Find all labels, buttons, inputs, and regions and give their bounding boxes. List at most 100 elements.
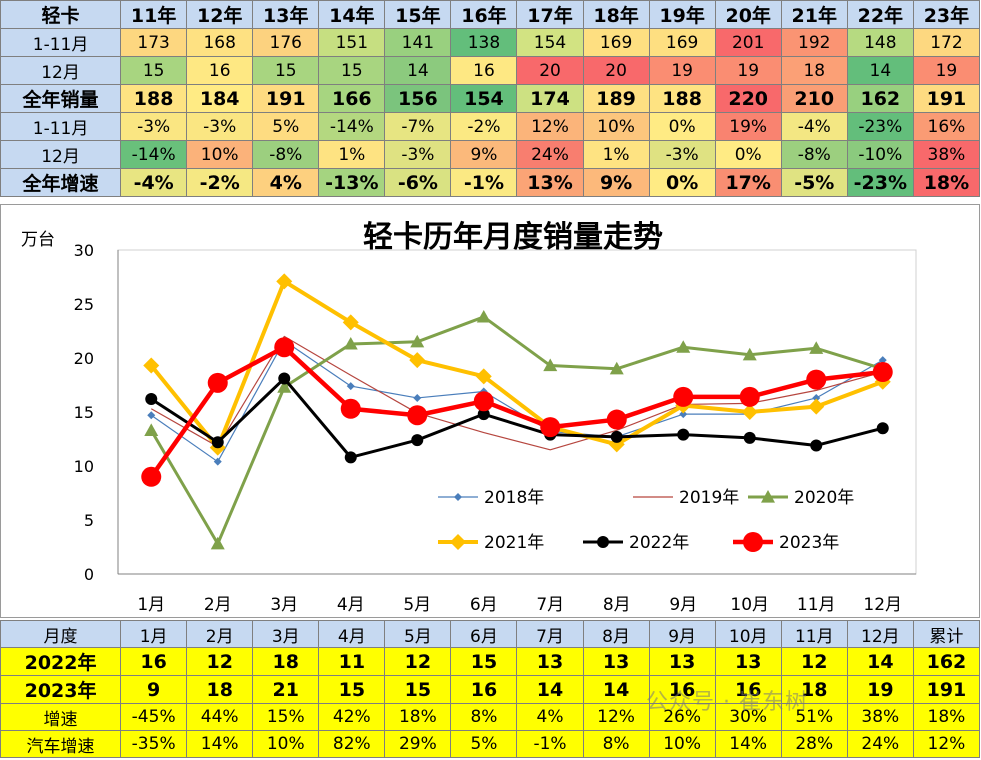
- table-cell: 14: [384, 56, 452, 85]
- y-tick-label: 0: [84, 565, 94, 584]
- table-cell: 169: [582, 28, 650, 57]
- table-row: 全年增速 -4% -2% 4% -13% -6% -1% 13% 9% 0% 17% -5% -23% 1…: [0, 168, 981, 197]
- series-line: [149, 315, 884, 546]
- table-cell: 19: [714, 56, 782, 85]
- data-point: [210, 536, 225, 550]
- data-point: [476, 309, 491, 323]
- row-label: 1-11月: [0, 28, 122, 57]
- x-tick-label: 2月: [204, 595, 232, 615]
- table-cell: 191: [912, 675, 981, 704]
- legend-label: 2023年: [779, 533, 839, 553]
- table-cell: -2%: [450, 112, 518, 141]
- table-cell: 162: [846, 84, 914, 113]
- table-cell: 154: [516, 28, 584, 57]
- table-cell: 18%: [384, 703, 452, 731]
- data-point: [543, 358, 558, 372]
- table-corner-label: 月度: [0, 620, 122, 648]
- month-header: 7月: [516, 620, 584, 648]
- x-tick-label: 7月: [536, 595, 564, 615]
- month-header: 10月: [714, 620, 782, 648]
- data-point: [610, 430, 623, 443]
- table-cell: 156: [384, 84, 452, 113]
- legend-item: 2023年: [733, 532, 839, 553]
- table-cell: 16: [120, 647, 188, 676]
- table-cell: 18: [780, 56, 848, 85]
- x-tick-label: 4月: [337, 595, 365, 615]
- month-header: 1月: [120, 620, 188, 648]
- table-cell: 188: [120, 84, 188, 113]
- table-cell: -10%: [846, 140, 914, 169]
- table-cell: -3%: [120, 112, 188, 141]
- row-label: 1-11月: [0, 112, 122, 141]
- table-cell: 15: [318, 675, 386, 704]
- data-point: [147, 411, 156, 420]
- table-cell: 16: [714, 675, 782, 704]
- data-point: [409, 352, 426, 369]
- table-cell: 28%: [780, 730, 848, 758]
- series-2020年: [144, 309, 890, 550]
- table-cell: 188: [648, 84, 716, 113]
- watermark-text: 公众号 · 崔东树: [646, 690, 808, 715]
- table-cell: 138: [450, 28, 518, 57]
- table-cell: 18: [186, 675, 254, 704]
- table-cell: 18: [252, 647, 320, 676]
- x-tick-label: 9月: [669, 595, 697, 615]
- data-point: [410, 334, 425, 348]
- table-cell: 192: [780, 28, 848, 57]
- table-row: 1-11月 -3% -3% 5% -14% -7% -2% 12% 10% 0% 19% -4% -23…: [0, 112, 981, 141]
- table-cell: 82%: [318, 730, 386, 758]
- table-cell: 16: [186, 56, 254, 85]
- table-cell: 10%: [252, 730, 320, 758]
- table-cell: 12: [186, 647, 254, 676]
- month-header: 12月: [846, 620, 914, 648]
- data-point: [676, 340, 691, 353]
- table-cell: -45%: [120, 703, 188, 731]
- table-cell: 201: [714, 28, 782, 57]
- table-cell: 4%: [252, 168, 320, 197]
- table-cell: 9%: [582, 168, 650, 197]
- table-cell: 12: [780, 647, 848, 676]
- month-header: 8月: [582, 620, 650, 648]
- table-cell: 141: [384, 28, 452, 57]
- data-point: [207, 372, 228, 393]
- year-header: 12年: [186, 0, 254, 29]
- table-cell: -1%: [450, 168, 518, 197]
- data-point: [346, 382, 355, 391]
- data-point: [211, 436, 224, 449]
- data-point: [276, 273, 293, 290]
- data-point: [473, 391, 494, 412]
- table-cell: 172: [912, 28, 981, 57]
- legend-item: 2019年: [633, 488, 739, 508]
- table-cell: 0%: [648, 112, 716, 141]
- table-cell: 166: [318, 84, 386, 113]
- data-point: [407, 405, 428, 426]
- data-point: [742, 347, 757, 361]
- data-point: [277, 380, 292, 393]
- table-cell: 220: [714, 84, 782, 113]
- series-line: [149, 279, 884, 450]
- table-cell: 9: [120, 675, 188, 704]
- table-cell: 18: [780, 675, 848, 704]
- legend-marker: [761, 490, 775, 503]
- table-cell: -1%: [516, 730, 584, 758]
- table-cell: 4%: [516, 703, 584, 731]
- table-row: 增速 -45% 44% 15% 42% 18% 8% 4% 12% 26% 30% 51% 38% 18%: [0, 703, 981, 731]
- data-point: [413, 393, 422, 402]
- data-point: [809, 341, 824, 354]
- data-point: [606, 409, 627, 430]
- year-header: 13年: [252, 0, 320, 29]
- table-cell: 15: [384, 675, 452, 704]
- legend-marker: [743, 532, 763, 552]
- table-row: 1-11月 173 168 176 151 141 138 154 169 169 201 192 14…: [0, 28, 981, 57]
- table-cell: 191: [912, 84, 981, 113]
- table-cell: 10%: [582, 112, 650, 141]
- data-point: [342, 314, 359, 331]
- table-cell: 1%: [582, 140, 650, 169]
- year-header: 18年: [582, 0, 650, 29]
- table-corner-label: 轻卡: [0, 0, 122, 29]
- data-point: [278, 372, 291, 385]
- table-cell: 17%: [714, 168, 782, 197]
- x-tick-label: 5月: [403, 595, 431, 615]
- data-point: [609, 361, 624, 375]
- data-point: [876, 422, 889, 435]
